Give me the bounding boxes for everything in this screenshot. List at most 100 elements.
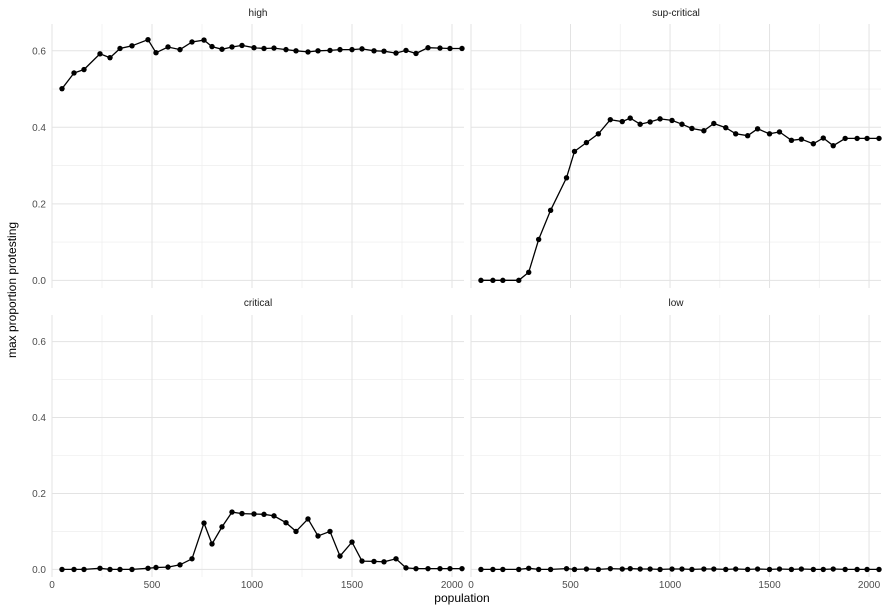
data-point bbox=[830, 142, 836, 149]
data-point bbox=[526, 269, 532, 276]
data-point bbox=[547, 207, 554, 214]
x-tick-label: 1500 bbox=[341, 580, 364, 591]
data-point bbox=[535, 566, 542, 573]
data-point bbox=[403, 47, 409, 54]
data-point bbox=[425, 565, 431, 572]
data-point bbox=[595, 566, 602, 573]
data-point bbox=[776, 129, 783, 135]
data-point bbox=[459, 45, 465, 52]
x-tick-label: 1000 bbox=[241, 580, 264, 591]
data-point bbox=[271, 513, 277, 519]
panel-strip-label: low bbox=[668, 298, 684, 309]
y-tick-label: 0.0 bbox=[32, 276, 46, 287]
data-point bbox=[129, 566, 135, 573]
data-point bbox=[271, 45, 277, 51]
data-point bbox=[679, 121, 685, 127]
data-point bbox=[371, 558, 377, 565]
data-point bbox=[81, 566, 87, 573]
data-point bbox=[229, 44, 235, 50]
data-point bbox=[766, 566, 773, 573]
data-point bbox=[637, 566, 643, 572]
data-point bbox=[744, 566, 751, 573]
data-point bbox=[679, 566, 685, 572]
data-point bbox=[701, 128, 707, 134]
data-point bbox=[327, 528, 333, 535]
data-point bbox=[293, 528, 299, 535]
data-point bbox=[864, 135, 870, 142]
panel-strip-label: critical bbox=[244, 298, 272, 309]
panel-sup-critical: sup-critical bbox=[470, 8, 882, 288]
data-point bbox=[810, 141, 817, 147]
data-point bbox=[876, 135, 882, 142]
data-point bbox=[595, 131, 602, 137]
data-point bbox=[478, 566, 484, 573]
data-point bbox=[478, 277, 484, 284]
data-point bbox=[261, 45, 267, 52]
data-point bbox=[627, 115, 633, 121]
data-point bbox=[820, 566, 826, 573]
data-point bbox=[413, 565, 419, 572]
data-point bbox=[563, 565, 570, 572]
data-point bbox=[723, 566, 729, 573]
data-point bbox=[251, 511, 257, 517]
data-point bbox=[876, 566, 882, 573]
data-point bbox=[381, 559, 387, 565]
y-tick-label: 0.6 bbox=[32, 46, 46, 57]
data-point bbox=[381, 48, 387, 54]
data-point bbox=[647, 566, 653, 572]
x-tick-label: 2000 bbox=[858, 580, 881, 591]
panel-strip-label: sup-critical bbox=[652, 8, 700, 19]
data-point bbox=[315, 533, 321, 539]
data-point bbox=[189, 556, 195, 562]
data-point bbox=[619, 566, 625, 572]
data-point bbox=[117, 45, 123, 52]
data-point bbox=[447, 565, 453, 572]
data-point bbox=[754, 566, 761, 572]
data-point bbox=[349, 539, 355, 545]
data-point bbox=[177, 46, 183, 53]
data-point bbox=[371, 48, 377, 54]
data-point bbox=[864, 566, 870, 573]
data-point bbox=[854, 566, 860, 573]
data-point bbox=[349, 46, 355, 53]
data-point bbox=[97, 51, 103, 57]
data-point bbox=[359, 46, 365, 52]
data-point bbox=[393, 50, 399, 56]
data-point bbox=[500, 566, 506, 573]
data-point bbox=[337, 46, 343, 53]
data-point bbox=[842, 566, 848, 573]
data-point bbox=[201, 37, 207, 43]
data-point bbox=[393, 556, 399, 562]
x-tick-label: 1000 bbox=[659, 580, 682, 591]
data-point bbox=[547, 566, 554, 573]
data-point bbox=[776, 566, 783, 572]
data-point bbox=[490, 566, 496, 573]
data-point bbox=[842, 135, 848, 142]
data-point bbox=[459, 565, 465, 572]
data-point bbox=[305, 49, 311, 55]
data-point bbox=[830, 566, 836, 572]
data-point bbox=[97, 565, 103, 571]
data-point bbox=[798, 566, 805, 572]
data-point bbox=[107, 54, 113, 61]
data-point bbox=[733, 131, 739, 137]
data-point bbox=[425, 45, 431, 51]
data-point bbox=[209, 541, 215, 547]
data-point bbox=[81, 66, 87, 73]
data-point bbox=[788, 566, 795, 573]
data-point bbox=[337, 553, 343, 559]
panel-strip-label: high bbox=[249, 8, 268, 19]
data-point bbox=[563, 175, 570, 181]
data-point bbox=[145, 565, 151, 571]
data-point bbox=[261, 511, 267, 518]
data-point bbox=[219, 46, 225, 52]
x-tick-label: 0 bbox=[49, 580, 55, 591]
data-point bbox=[447, 45, 453, 52]
data-point bbox=[219, 524, 225, 530]
data-point bbox=[201, 520, 207, 526]
data-point bbox=[733, 566, 739, 572]
data-point bbox=[711, 566, 717, 572]
data-point bbox=[619, 118, 625, 125]
y-tick-label: 0.0 bbox=[32, 565, 46, 576]
